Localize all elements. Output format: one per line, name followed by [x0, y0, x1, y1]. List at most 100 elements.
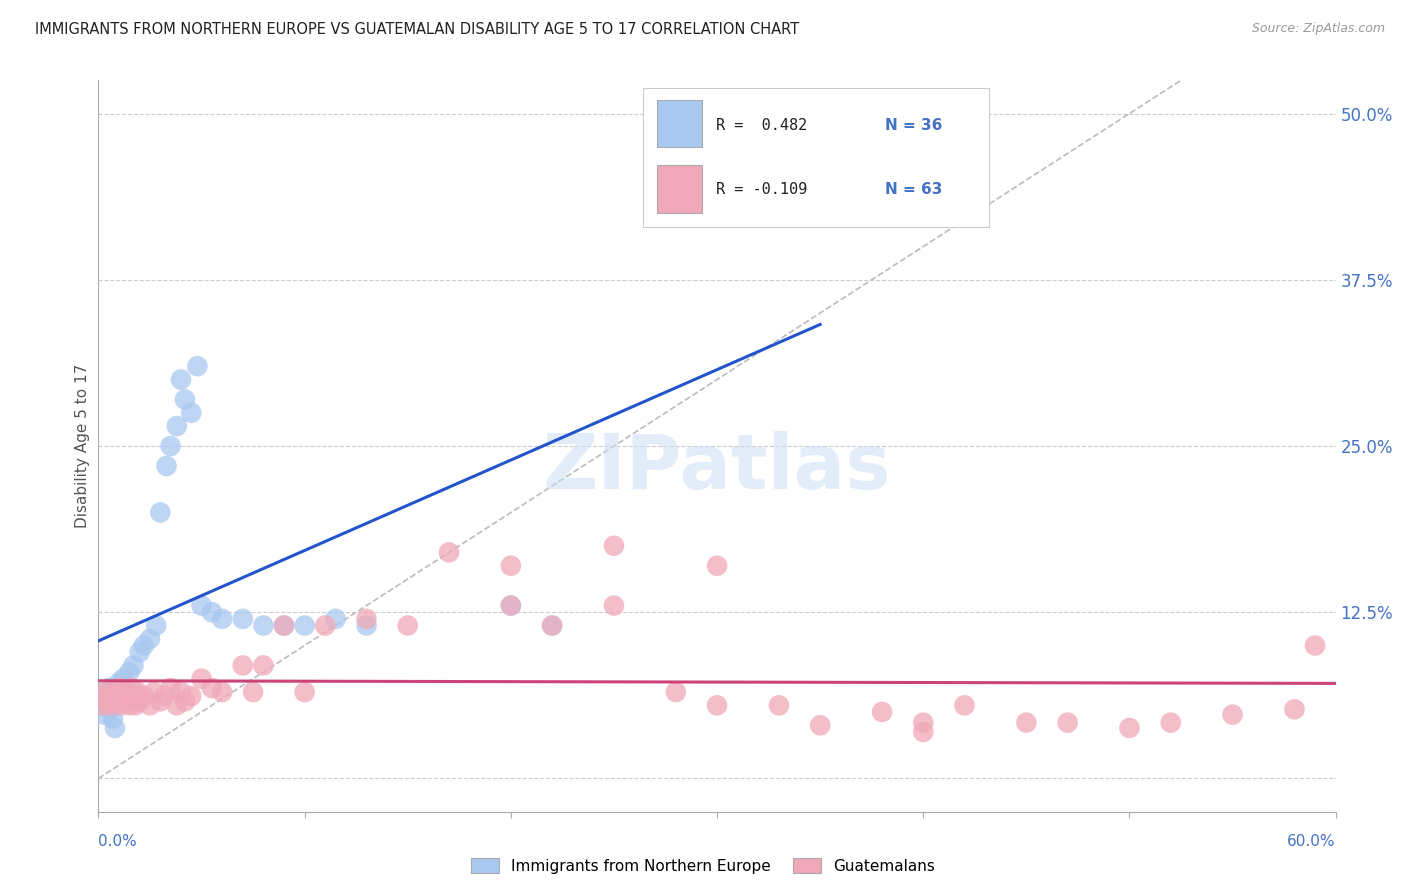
- Point: [190, 672, 212, 686]
- Point: [356, 612, 378, 626]
- Point: [89, 689, 111, 703]
- Point: [273, 618, 295, 632]
- Point: [768, 698, 790, 713]
- Point: [97, 689, 120, 703]
- Point: [953, 698, 976, 713]
- Point: [91, 698, 114, 713]
- Point: [100, 698, 122, 713]
- Point: [100, 702, 122, 716]
- Point: [870, 705, 893, 719]
- Point: [101, 685, 124, 699]
- Point: [104, 694, 127, 708]
- Point: [211, 612, 233, 626]
- Point: [252, 618, 274, 632]
- Point: [603, 539, 626, 553]
- Point: [105, 689, 128, 703]
- Point: [170, 685, 193, 699]
- Point: [437, 545, 460, 559]
- Point: [706, 558, 728, 573]
- Point: [603, 599, 626, 613]
- Point: [201, 605, 224, 619]
- Point: [1160, 715, 1182, 730]
- Point: [97, 681, 120, 695]
- Text: IMMIGRANTS FROM NORTHERN EUROPE VS GUATEMALAN DISABILITY AGE 5 TO 17 CORRELATION: IMMIGRANTS FROM NORTHERN EUROPE VS GUATE…: [35, 22, 799, 37]
- Point: [174, 694, 197, 708]
- Point: [159, 439, 181, 453]
- Point: [1118, 721, 1140, 735]
- Point: [127, 685, 149, 699]
- Text: ZIPatlas: ZIPatlas: [543, 431, 891, 505]
- Point: [101, 712, 124, 726]
- Point: [252, 658, 274, 673]
- Point: [118, 665, 141, 679]
- Point: [114, 694, 136, 708]
- Point: [912, 715, 935, 730]
- Point: [174, 392, 197, 407]
- Point: [186, 359, 208, 374]
- Point: [166, 419, 188, 434]
- Point: [132, 689, 155, 703]
- Point: [499, 558, 522, 573]
- Point: [232, 612, 254, 626]
- Point: [104, 721, 127, 735]
- Point: [294, 685, 316, 699]
- Point: [727, 140, 749, 154]
- Point: [1303, 639, 1326, 653]
- Text: 60.0%: 60.0%: [1288, 834, 1336, 849]
- Point: [120, 681, 142, 695]
- Legend: Immigrants from Northern Europe, Guatemalans: Immigrants from Northern Europe, Guatema…: [465, 852, 941, 880]
- Point: [242, 685, 264, 699]
- Point: [232, 658, 254, 673]
- Text: 0.0%: 0.0%: [98, 834, 138, 849]
- Point: [1222, 707, 1244, 722]
- Point: [912, 725, 935, 739]
- Point: [356, 618, 378, 632]
- Point: [110, 698, 132, 713]
- Point: [153, 689, 176, 703]
- Point: [122, 689, 145, 703]
- Point: [149, 694, 172, 708]
- Point: [128, 694, 150, 708]
- Point: [96, 694, 118, 708]
- Point: [112, 672, 135, 686]
- Point: [211, 685, 233, 699]
- Y-axis label: Disability Age 5 to 17: Disability Age 5 to 17: [75, 364, 90, 528]
- Point: [93, 707, 115, 722]
- Point: [143, 685, 166, 699]
- Point: [273, 618, 295, 632]
- Point: [396, 618, 419, 632]
- Point: [541, 618, 564, 632]
- Point: [706, 698, 728, 713]
- Point: [166, 698, 188, 713]
- Point: [665, 685, 688, 699]
- Point: [96, 694, 118, 708]
- Point: [541, 618, 564, 632]
- Point: [1015, 715, 1038, 730]
- Point: [159, 681, 181, 695]
- Point: [139, 632, 162, 646]
- Point: [170, 372, 193, 386]
- Point: [808, 718, 831, 732]
- Point: [124, 698, 146, 713]
- Point: [132, 639, 155, 653]
- Point: [108, 681, 131, 695]
- Point: [149, 506, 172, 520]
- Point: [122, 658, 145, 673]
- Point: [499, 599, 522, 613]
- Point: [325, 612, 347, 626]
- Point: [180, 689, 202, 703]
- Point: [91, 698, 114, 713]
- Point: [145, 618, 167, 632]
- Text: Source: ZipAtlas.com: Source: ZipAtlas.com: [1251, 22, 1385, 36]
- Point: [93, 685, 115, 699]
- Point: [190, 599, 212, 613]
- Point: [139, 698, 162, 713]
- Point: [112, 685, 135, 699]
- Point: [117, 689, 139, 703]
- Point: [294, 618, 316, 632]
- Point: [108, 675, 131, 690]
- Point: [89, 689, 111, 703]
- Point: [1056, 715, 1078, 730]
- Point: [180, 406, 202, 420]
- Point: [1284, 702, 1306, 716]
